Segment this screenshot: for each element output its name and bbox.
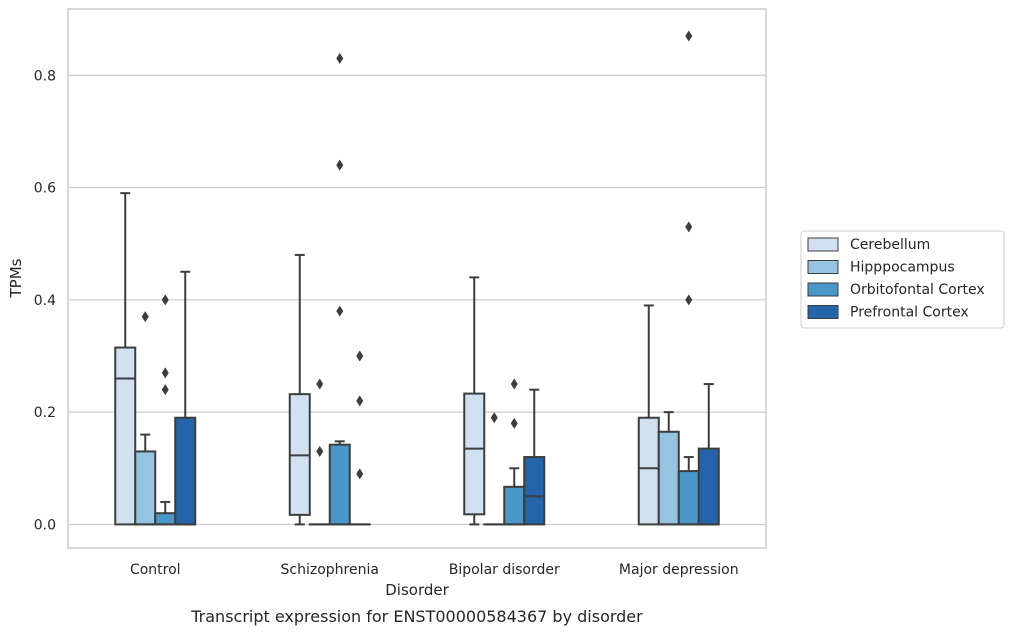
box-body bbox=[677, 470, 700, 526]
outlier-point bbox=[356, 468, 364, 480]
x-tick-label: Control bbox=[130, 562, 181, 578]
outlier-point bbox=[685, 221, 693, 233]
box-body bbox=[523, 456, 546, 526]
box-0-3 bbox=[174, 270, 197, 526]
box-body bbox=[134, 450, 157, 526]
outlier-point bbox=[510, 417, 518, 429]
box-2-3 bbox=[523, 388, 546, 526]
outlier-point bbox=[336, 159, 344, 171]
plot-boxes bbox=[114, 30, 720, 526]
y-tick-label: 0.4 bbox=[34, 293, 56, 309]
plot-frame bbox=[67, 8, 767, 549]
legend-swatch bbox=[807, 237, 839, 252]
box-1-2 bbox=[328, 52, 351, 526]
box-body bbox=[463, 392, 486, 516]
legend-swatch bbox=[807, 260, 839, 274]
outlier-point bbox=[141, 311, 149, 323]
box-body bbox=[114, 346, 137, 526]
outlier-point bbox=[161, 384, 169, 396]
box-body bbox=[154, 512, 177, 526]
outlier-point bbox=[685, 30, 693, 42]
box-body bbox=[503, 485, 526, 526]
legend-label: Cerebellum bbox=[850, 237, 930, 253]
outlier-point bbox=[490, 412, 498, 424]
y-tick-label: 0.0 bbox=[34, 517, 56, 533]
box-body bbox=[657, 430, 680, 526]
y-axis-label: TPMs bbox=[7, 258, 25, 298]
outlier-point bbox=[685, 294, 693, 306]
x-tick-label: Schizophrenia bbox=[281, 562, 379, 578]
box-3-2 bbox=[677, 30, 700, 526]
x-tick-label: Bipolar disorder bbox=[449, 562, 560, 578]
outlier-point bbox=[161, 367, 169, 379]
box-body bbox=[697, 447, 720, 526]
legend-frame bbox=[800, 230, 1005, 329]
legend: Cerebellum Hipppocampus Orbitofontal Corte… bbox=[800, 230, 1005, 329]
box-3-3 bbox=[697, 383, 720, 526]
box-1-1 bbox=[308, 378, 331, 526]
box-2-1 bbox=[483, 412, 506, 526]
x-axis-label: Disorder bbox=[385, 581, 449, 599]
outlier-point bbox=[510, 378, 518, 390]
box-2-0 bbox=[463, 276, 486, 526]
legend-label: Orbitofontal Cortex bbox=[850, 282, 985, 298]
chart-caption: Transcript expression for ENST0000058436… bbox=[190, 607, 643, 626]
x-axis-ticks: Control Schizophrenia Bipolar disorder Majo… bbox=[130, 562, 739, 578]
y-tick-label: 0.8 bbox=[34, 68, 56, 84]
outlier-point bbox=[336, 52, 344, 64]
box-2-2 bbox=[503, 378, 526, 526]
box-body bbox=[174, 416, 197, 526]
box-0-0 bbox=[114, 192, 137, 526]
outlier-point bbox=[356, 350, 364, 362]
box-3-1 bbox=[657, 411, 680, 526]
outlier-point bbox=[336, 305, 344, 317]
y-axis-ticks: 0.0 0.2 0.4 0.6 0.8 bbox=[34, 68, 56, 533]
outlier-point bbox=[316, 378, 324, 390]
x-tick-label: Major depression bbox=[619, 562, 739, 578]
y-tick-label: 0.6 bbox=[34, 181, 56, 197]
box-1-3 bbox=[348, 350, 371, 526]
outlier-point bbox=[316, 445, 324, 457]
box-0-2 bbox=[154, 294, 177, 526]
legend-label: Hipppocampus bbox=[850, 260, 955, 276]
box-3-0 bbox=[637, 304, 660, 526]
y-tick-label: 0.2 bbox=[34, 405, 56, 421]
outlier-point bbox=[161, 294, 169, 306]
box-body bbox=[328, 443, 351, 526]
box-body bbox=[637, 416, 660, 526]
legend-swatch bbox=[807, 305, 839, 319]
outlier-point bbox=[356, 395, 364, 407]
box-1-0 bbox=[288, 253, 311, 526]
legend-swatch bbox=[807, 282, 839, 297]
legend-label: Prefrontal Cortex bbox=[850, 305, 969, 321]
box-0-1 bbox=[134, 311, 157, 526]
